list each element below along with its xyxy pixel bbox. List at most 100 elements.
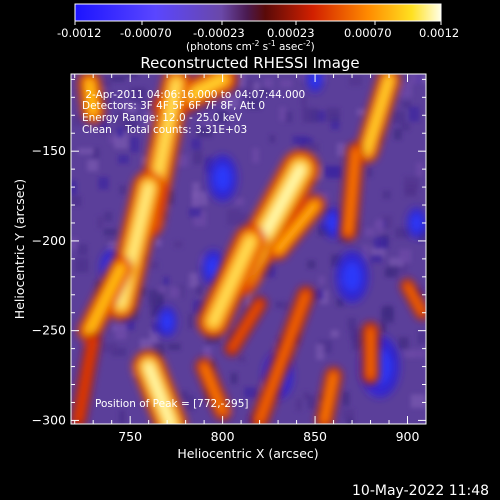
y-tick-label: −300 [32, 412, 66, 427]
background-texture [408, 106, 420, 122]
background-texture [356, 108, 366, 116]
background-texture [98, 176, 109, 190]
background-texture [269, 134, 276, 143]
background-texture [180, 390, 189, 400]
background-texture [205, 332, 220, 344]
background-texture [373, 237, 388, 249]
background-texture [163, 276, 170, 286]
low-intensity-core [214, 164, 231, 192]
background-texture [109, 136, 119, 144]
background-texture [192, 182, 200, 198]
background-texture [317, 226, 331, 236]
background-texture [185, 395, 195, 411]
emission-ridge-core [363, 76, 392, 155]
emission-ridge-core [144, 362, 175, 424]
background-texture [191, 138, 201, 150]
background-texture [310, 289, 324, 300]
background-texture [347, 317, 357, 330]
background-texture [307, 395, 316, 409]
peak-position-label: Position of Peak = [772,-295] [95, 398, 249, 410]
colorbar-tick-label: 0.00023 [267, 26, 315, 40]
background-texture [215, 110, 228, 123]
background-texture [173, 241, 183, 248]
emission-ridge-core [86, 80, 97, 115]
background-texture [134, 297, 143, 305]
background-texture [342, 391, 350, 406]
emission-ridge-core [275, 202, 318, 253]
background-texture [282, 301, 290, 311]
background-texture [382, 190, 391, 200]
colorbar-tick-label: 0.00070 [344, 26, 392, 40]
background-texture [188, 207, 201, 218]
background-texture [195, 285, 203, 295]
background-texture [302, 391, 310, 400]
background-texture [242, 88, 252, 100]
background-texture [279, 106, 286, 122]
background-texture [389, 257, 404, 267]
background-texture [240, 213, 252, 229]
background-texture [149, 261, 159, 270]
y-tick-label: −200 [32, 233, 66, 248]
background-texture [118, 410, 126, 424]
background-texture [107, 241, 121, 253]
background-texture [399, 249, 412, 263]
colorbar-tick-label: -0.00070 [120, 26, 172, 40]
background-texture [204, 157, 214, 173]
background-texture [244, 387, 257, 398]
background-texture [302, 108, 319, 123]
background-texture [74, 257, 89, 273]
background-texture [203, 347, 212, 363]
background-texture [316, 344, 325, 360]
background-texture [299, 74, 306, 81]
background-texture [139, 338, 153, 350]
background-texture [263, 78, 274, 89]
background-texture [192, 300, 205, 314]
background-texture [167, 343, 181, 351]
background-texture [386, 263, 399, 278]
background-texture [403, 185, 417, 197]
background-texture [336, 298, 344, 307]
background-texture [146, 343, 160, 352]
emission-ridge-core [405, 283, 425, 315]
annotation-energy: Energy Range: 12.0 - 25.0 keV [82, 112, 243, 124]
background-texture [402, 350, 413, 358]
background-texture [330, 116, 340, 130]
background-texture [401, 122, 411, 131]
background-texture [397, 81, 413, 98]
colorbar [74, 3, 442, 22]
background-texture [71, 195, 82, 207]
background-texture [104, 75, 112, 90]
background-texture [117, 155, 130, 164]
low-intensity-core [206, 257, 220, 279]
background-texture [145, 111, 154, 128]
background-texture [346, 416, 354, 424]
background-texture [201, 122, 211, 131]
background-texture [119, 185, 127, 195]
timestamp: 10-May-2022 11:48 [352, 483, 489, 499]
background-texture [409, 349, 426, 358]
plot-frame [70, 73, 427, 425]
background-texture [283, 111, 293, 123]
background-texture [336, 143, 347, 157]
background-texture [116, 127, 124, 138]
emission-ridge-core [201, 364, 225, 414]
y-tick-label: −150 [32, 143, 66, 158]
low-intensity-core [161, 312, 173, 331]
background-texture [223, 96, 240, 108]
background-texture [324, 165, 341, 177]
background-texture [395, 227, 410, 238]
emission-ridge-core [230, 301, 262, 351]
background-texture [201, 101, 214, 111]
background-texture [149, 328, 159, 345]
background-texture [189, 272, 199, 288]
background-texture [158, 286, 166, 294]
background-texture [371, 246, 386, 257]
emission-ridge-core [346, 148, 358, 235]
background-texture [275, 301, 287, 309]
background-texture [176, 154, 188, 167]
background-texture [102, 342, 118, 353]
background-texture [304, 142, 320, 153]
background-texture [295, 398, 303, 411]
background-texture [417, 331, 426, 345]
emission-ridge-core [86, 264, 124, 334]
